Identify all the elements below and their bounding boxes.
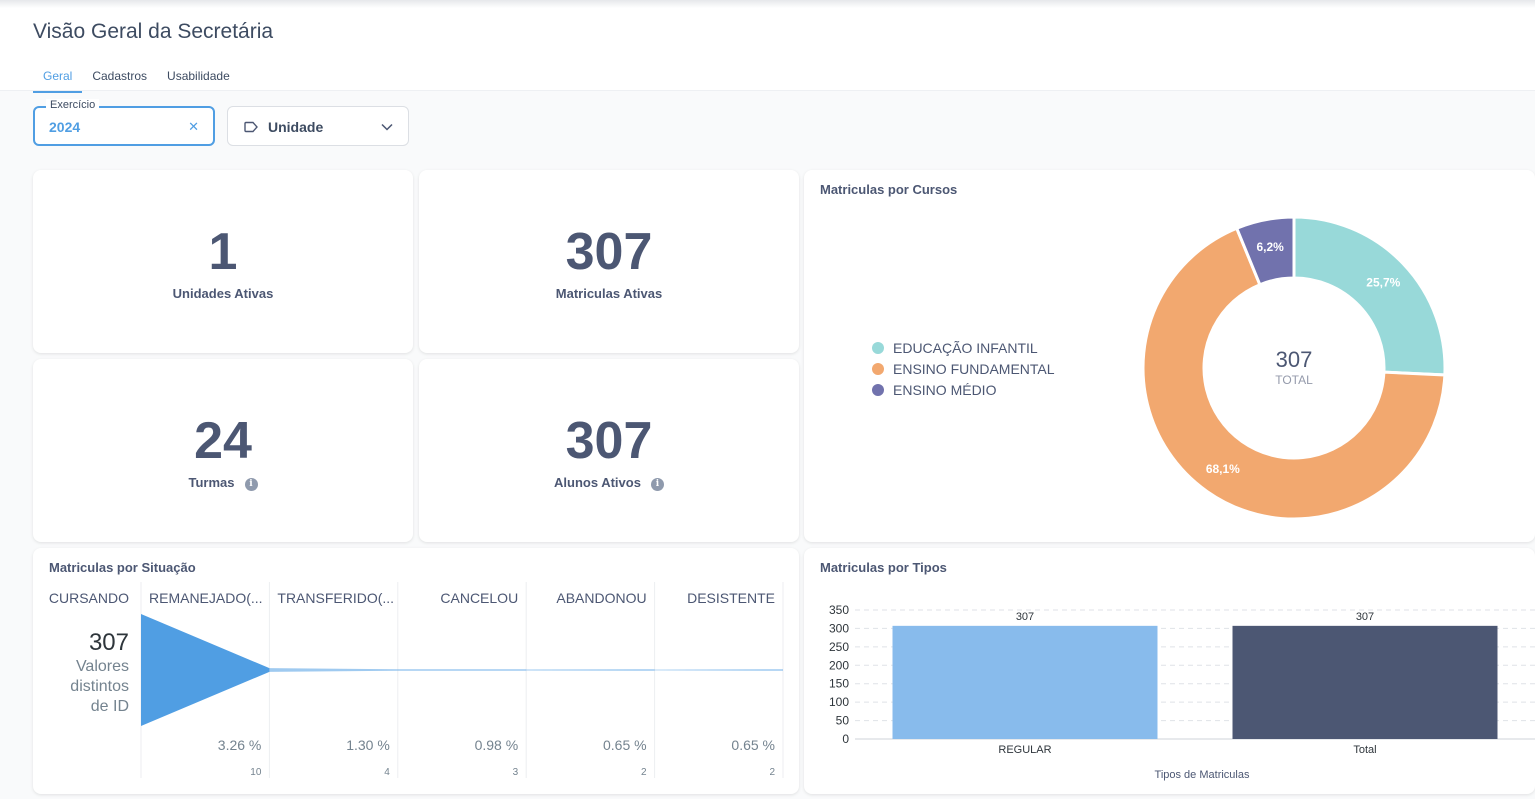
donut-slice[interactable] xyxy=(1234,215,1296,287)
kpi-card-unidades-ativas[interactable]: 1 Unidades Ativas xyxy=(33,170,413,353)
close-icon[interactable]: ✕ xyxy=(188,119,199,134)
donut-chart: 307 TOTAL 25,7% 68,1% 6,2% xyxy=(1141,215,1447,521)
page-title: Visão Geral da Secretária xyxy=(33,20,274,43)
donut-total-value: 307 xyxy=(1276,347,1313,372)
funnel-stage-label: CANCELOU xyxy=(440,590,518,606)
legend-dot xyxy=(872,341,884,354)
funnel-stage-count: 3 xyxy=(513,767,519,778)
bar-value-label: 307 xyxy=(1356,611,1374,623)
info-icon[interactable]: i xyxy=(244,478,258,491)
y-tick-label: 200 xyxy=(829,658,849,672)
kpi-value: 307 xyxy=(565,223,653,281)
legend-item[interactable]: ENSINO MÉDIO xyxy=(872,379,1055,400)
funnel-segment[interactable] xyxy=(654,669,783,671)
funnel-stage-percent: 0.98 % xyxy=(475,737,519,753)
exercicio-filter-value: 2024 xyxy=(49,119,81,135)
chart-title: Matriculas por Situação xyxy=(49,560,196,575)
funnel-metric-label: distintos xyxy=(70,678,129,695)
legend-label: ENSINO FUNDAMENTAL xyxy=(893,360,1055,377)
bar-chart-card: Matriculas por Tipos Tipos de Matriculas… xyxy=(804,548,1535,794)
funnel-stage-label: TRANSFERIDO(... xyxy=(277,590,394,606)
funnel-metric-label: Valores xyxy=(76,658,129,675)
header: Visão Geral da Secretária Geral Cadastro… xyxy=(0,0,1535,93)
donut-total-label: TOTAL xyxy=(1275,373,1313,387)
kpi-value: 307 xyxy=(565,412,653,470)
funnel-segment[interactable] xyxy=(141,614,270,726)
bar-chart: Tipos de Matriculas 350 300 250 200 150 100 50… xyxy=(829,603,1535,781)
funnel-chart-card: Matriculas por Situação CURSANDO 307 Val… xyxy=(33,548,799,794)
y-tick-label: 0 xyxy=(842,732,849,746)
y-tick-label: 300 xyxy=(829,621,849,635)
kpi-label: Turmas i xyxy=(33,475,413,491)
chart-title: Matriculas por Tipos xyxy=(820,560,947,575)
y-tick-label: 50 xyxy=(836,714,850,728)
funnel-stage-percent: 3.26 % xyxy=(218,737,262,753)
legend-dot xyxy=(872,383,884,396)
funnel-stage-count: 2 xyxy=(641,767,647,778)
bar[interactable] xyxy=(892,625,1158,739)
bar-value-label: 307 xyxy=(1016,611,1034,623)
kpi-label: Matriculas Ativas xyxy=(555,286,663,301)
slice-label: 68,1% xyxy=(1206,462,1240,476)
funnel-stage-percent: 0.65 % xyxy=(603,737,647,753)
legend-label: EDUCAÇÃO INFANTIL xyxy=(893,339,1038,356)
tab-geral[interactable]: Geral xyxy=(33,66,83,93)
x-axis-label: Tipos de Matriculas xyxy=(1155,769,1250,781)
y-tick-label: 100 xyxy=(829,695,849,709)
chart-title: Matriculas por Cursos xyxy=(820,182,958,197)
kpi-value: 1 xyxy=(208,223,238,281)
funnel-stage-label: DESISTENTE xyxy=(687,590,775,606)
chevron-down-icon xyxy=(381,123,393,131)
tab-cadastros[interactable]: Cadastros xyxy=(92,69,148,83)
y-tick-label: 250 xyxy=(829,640,849,654)
funnel-stage-percent: 1.30 % xyxy=(346,737,390,753)
y-tick-label: 350 xyxy=(829,603,849,617)
legend-label: ENSINO MÉDIO xyxy=(893,381,997,398)
slice-label: 6,2% xyxy=(1256,240,1284,254)
funnel-segment[interactable] xyxy=(269,668,398,672)
kpi-card-alunos-ativos[interactable]: 307 Alunos Ativos i xyxy=(419,359,799,542)
bar[interactable] xyxy=(1232,625,1498,739)
funnel-segment[interactable] xyxy=(397,669,527,671)
kpi-card-matriculas-ativas[interactable]: 307 Matriculas Ativas xyxy=(419,170,799,353)
funnel-metric-value: 307 xyxy=(89,629,129,656)
kpi-label: Unidades Ativas xyxy=(172,286,274,301)
tab-usabilidade[interactable]: Usabilidade xyxy=(167,69,230,83)
x-tick-label: REGULAR xyxy=(998,744,1051,756)
slice-label: 25,7% xyxy=(1366,276,1400,290)
unidade-filter-label: Unidade xyxy=(268,119,324,135)
kpi-label: Alunos Ativos i xyxy=(419,475,799,491)
legend-dot xyxy=(872,362,884,375)
donut-slice[interactable] xyxy=(1292,215,1447,377)
donut-chart-card: Matriculas por Cursos EDUCAÇÃO INFANTIL … xyxy=(804,170,1535,542)
tag-icon xyxy=(244,121,258,133)
funnel-stage-count: 2 xyxy=(769,767,775,778)
funnel-stage-percent: 0.65 % xyxy=(731,737,775,753)
funnel-segment[interactable] xyxy=(526,669,655,671)
legend-item[interactable]: ENSINO FUNDAMENTAL xyxy=(872,358,1055,379)
y-tick-label: 150 xyxy=(829,677,849,691)
info-icon[interactable]: i xyxy=(650,478,664,491)
exercicio-filter-label: Exercício xyxy=(46,99,100,111)
funnel-stage-label: REMANEJADO(... xyxy=(149,590,263,606)
funnel-chart: CURSANDO 307 Valores distintos de ID REM… xyxy=(49,582,784,778)
donut-slice[interactable] xyxy=(1141,226,1447,521)
funnel-stage-label: ABANDONOU xyxy=(556,590,646,606)
x-tick-label: Total xyxy=(1353,744,1376,756)
legend-item[interactable]: EDUCAÇÃO INFANTIL xyxy=(872,337,1055,358)
funnel-stage-count: 4 xyxy=(384,767,390,778)
tab-bar: Geral Cadastros Usabilidade xyxy=(33,66,240,93)
exercicio-filter[interactable]: Exercício 2024 ✕ xyxy=(33,99,215,146)
kpi-card-turmas[interactable]: 24 Turmas i xyxy=(33,359,413,542)
funnel-metric-label: de ID xyxy=(91,698,129,715)
unidade-filter[interactable]: Unidade xyxy=(227,106,409,146)
kpi-value: 24 xyxy=(194,412,252,470)
funnel-stage-count: 10 xyxy=(250,767,262,778)
chart-legend: EDUCAÇÃO INFANTIL ENSINO FUNDAMENTAL ENS… xyxy=(872,337,1055,400)
funnel-stage-label: CURSANDO xyxy=(49,590,129,606)
